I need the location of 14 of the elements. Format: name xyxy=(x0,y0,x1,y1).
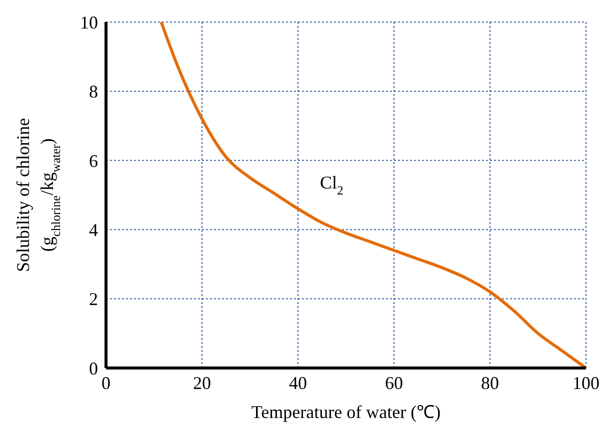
x-tick-label: 100 xyxy=(572,372,600,393)
x-tick-label: 20 xyxy=(193,372,211,393)
x-tick-label: 60 xyxy=(385,372,403,393)
y-tick-label: 6 xyxy=(89,150,98,171)
y-tick-label: 8 xyxy=(89,82,98,102)
y-tick-label: 4 xyxy=(89,220,98,240)
y-tick-label: 10 xyxy=(80,12,98,32)
x-tick-label: 80 xyxy=(481,372,499,393)
annotation: Cl$_{2}$ xyxy=(320,172,344,198)
x-axis-title: Temperature of water (℃) xyxy=(251,402,441,422)
y-tick-label: 0 xyxy=(89,358,98,378)
x-tick-label: 40 xyxy=(289,372,307,393)
y-tick-label: 2 xyxy=(89,289,98,310)
x-tick-label: 0 xyxy=(102,372,110,393)
